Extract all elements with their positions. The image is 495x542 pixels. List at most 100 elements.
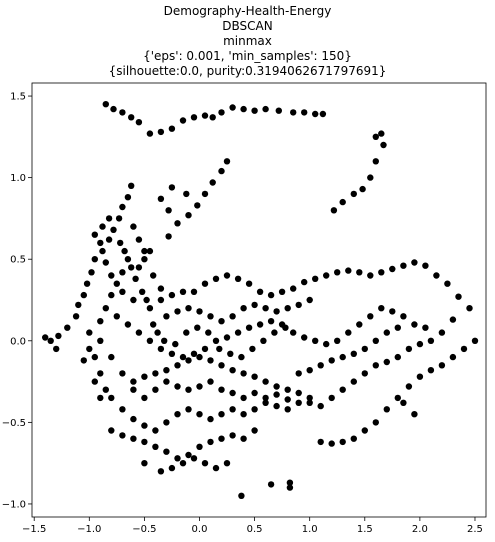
- data-point: [179, 117, 187, 124]
- plot-area-frame: [31, 82, 487, 518]
- data-point: [174, 220, 181, 227]
- data-point: [240, 394, 247, 402]
- data-point: [201, 345, 209, 353]
- data-point: [157, 195, 165, 202]
- data-point: [174, 362, 181, 369]
- data-point: [334, 337, 341, 344]
- data-point: [218, 411, 225, 418]
- data-point: [273, 402, 280, 410]
- data-point: [97, 318, 104, 325]
- data-point: [141, 256, 148, 263]
- data-point: [273, 383, 280, 390]
- data-point: [317, 362, 324, 369]
- data-point: [229, 104, 236, 111]
- data-point: [273, 391, 280, 398]
- data-point: [190, 114, 198, 121]
- data-point: [433, 272, 440, 279]
- data-point: [196, 308, 203, 315]
- data-point: [262, 305, 269, 312]
- data-point: [251, 389, 258, 397]
- data-point: [91, 231, 99, 238]
- data-point: [372, 419, 379, 426]
- data-point: [256, 288, 264, 295]
- data-point: [168, 291, 176, 299]
- data-point: [361, 345, 368, 353]
- data-point: [75, 301, 82, 309]
- data-point: [110, 105, 117, 113]
- data-point: [229, 389, 236, 397]
- data-point: [262, 378, 269, 385]
- data-point: [47, 337, 54, 344]
- data-point: [249, 345, 256, 353]
- data-point: [455, 293, 462, 300]
- data-point: [312, 275, 319, 282]
- data-point: [119, 432, 126, 439]
- data-point: [328, 440, 335, 447]
- data-point: [64, 324, 71, 331]
- data-point: [339, 386, 346, 393]
- data-point: [108, 427, 115, 434]
- data-point: [260, 337, 267, 344]
- data-point: [201, 460, 209, 467]
- data-point: [284, 386, 291, 393]
- data-point: [152, 427, 159, 434]
- data-point: [460, 345, 468, 353]
- data-point: [99, 223, 106, 230]
- data-point: [168, 184, 176, 191]
- data-point: [301, 334, 308, 341]
- data-point: [135, 264, 143, 271]
- data-point: [405, 383, 413, 390]
- data-point: [301, 109, 308, 116]
- data-point: [154, 329, 161, 336]
- data-point: [207, 415, 214, 423]
- data-point: [157, 345, 165, 353]
- data-point: [394, 353, 401, 361]
- data-point: [185, 212, 192, 219]
- data-point: [132, 275, 139, 282]
- data-point: [196, 443, 203, 450]
- data-point: [275, 107, 282, 114]
- data-point: [86, 329, 93, 336]
- data-point: [251, 107, 258, 114]
- data-point: [240, 105, 247, 113]
- data-point: [135, 119, 143, 126]
- data-point: [301, 278, 308, 286]
- data-point: [163, 313, 170, 320]
- data-point: [117, 239, 124, 247]
- data-point: [438, 362, 446, 369]
- data-point: [157, 285, 165, 292]
- data-point: [438, 329, 446, 336]
- data-point: [229, 406, 236, 413]
- data-point: [422, 324, 429, 331]
- data-point: [218, 362, 225, 369]
- data-point: [229, 313, 236, 320]
- data-point: [372, 158, 379, 165]
- data-point: [282, 324, 289, 331]
- data-point: [115, 215, 123, 222]
- data-point: [295, 370, 302, 377]
- data-point: [174, 411, 181, 418]
- data-point: [372, 133, 379, 140]
- data-point: [124, 194, 132, 201]
- data-point: [141, 460, 148, 467]
- data-point: [330, 207, 338, 214]
- data-point: [471, 337, 479, 344]
- data-point: [141, 394, 148, 402]
- data-point: [165, 207, 172, 214]
- data-point: [422, 262, 429, 269]
- data-point: [295, 389, 302, 397]
- data-point: [378, 305, 385, 312]
- data-point: [80, 357, 88, 364]
- data-point: [256, 321, 264, 328]
- data-point: [183, 190, 190, 198]
- data-point: [361, 370, 368, 377]
- data-point: [339, 438, 346, 446]
- data-point: [196, 411, 203, 418]
- data-point: [290, 109, 297, 116]
- data-point: [212, 464, 220, 472]
- data-point: [97, 337, 104, 344]
- data-point: [216, 345, 223, 353]
- data-point: [262, 105, 269, 113]
- data-point: [350, 435, 357, 442]
